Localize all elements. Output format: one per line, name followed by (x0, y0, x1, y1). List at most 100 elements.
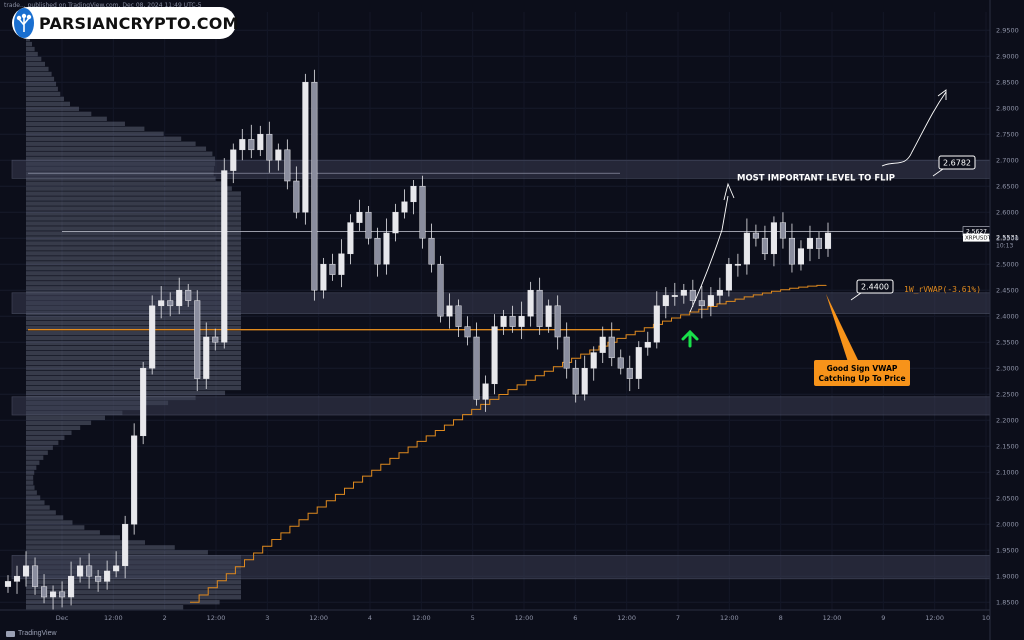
candle-body (122, 523, 129, 567)
price-zone (11, 396, 991, 416)
x-tick-label: 4 (368, 614, 372, 622)
candle-body (536, 289, 543, 327)
volume-profile-bar (26, 261, 241, 266)
x-tick-label: 7 (676, 614, 680, 622)
candle-body (500, 315, 507, 327)
volume-profile-bar (26, 86, 58, 92)
candle-body (95, 575, 102, 582)
candle-body (230, 149, 237, 171)
candle-body (563, 336, 570, 369)
candle-body (428, 237, 435, 265)
x-tick-label: Dec (56, 614, 69, 622)
x-tick-label: 12:00 (412, 614, 431, 622)
volume-profile-bar (26, 520, 73, 525)
candle-body (419, 185, 426, 239)
volume-profile-bar (26, 430, 72, 435)
y-tick-label: 2.7500 (996, 131, 1019, 139)
volume-profile-bar (26, 455, 44, 460)
volume-profile-bar (26, 585, 241, 590)
candle-body (464, 326, 471, 338)
candle-body (68, 575, 75, 598)
volume-profile-bar (26, 56, 42, 62)
volume-profile-bar (26, 360, 241, 366)
volume-profile-bar (26, 530, 100, 535)
y-tick-label: 2.5500 (996, 235, 1019, 243)
x-tick-label: 12:00 (823, 614, 842, 622)
projection-curve-2 (881, 91, 947, 167)
volume-profile-bar (26, 550, 208, 555)
volume-profile-bar (26, 420, 92, 426)
volume-profile-bar (26, 470, 35, 475)
volume-profile-bar (26, 380, 241, 386)
candle-body (239, 139, 246, 151)
y-tick-label: 2.0000 (996, 521, 1019, 529)
candle-body (50, 591, 57, 598)
volume-profile-bar (26, 460, 40, 465)
brand-name: PARSIANCRYPTO.COM (39, 13, 239, 33)
candle-body (473, 336, 480, 400)
volume-profile-bar (26, 475, 34, 480)
volume-profile-bar (26, 540, 146, 545)
candle-body (31, 565, 39, 587)
volume-profile-bar (26, 605, 184, 610)
support-resistance-zones (11, 159, 991, 580)
volume-profile-bar (26, 111, 92, 117)
volume-profile-bar (26, 350, 241, 356)
candle-body (788, 237, 795, 265)
volume-profile-bar (26, 286, 241, 291)
callout-pointer (826, 294, 858, 362)
x-tick-label: 8 (779, 614, 783, 622)
y-tick-label: 2.6500 (996, 183, 1019, 191)
volume-profile-bar (26, 335, 241, 341)
candle-body (22, 565, 30, 577)
candle-body (824, 232, 832, 249)
candle-body (59, 591, 66, 598)
volume-profile-bar (26, 41, 32, 47)
candle-body (608, 336, 615, 359)
candle-body (338, 253, 345, 275)
candle-body (221, 170, 228, 343)
candle-body (248, 139, 255, 151)
y-tick-label: 2.9000 (996, 53, 1019, 61)
volume-profile-bar (26, 66, 49, 72)
candle-body (167, 300, 174, 307)
y-tick-label: 2.3000 (996, 365, 1019, 373)
volume-profile-bar (26, 36, 30, 42)
candle-body (347, 222, 354, 255)
volume-profile-bar (26, 435, 65, 440)
candle-body (77, 565, 84, 577)
candle-body (734, 263, 741, 266)
candle-body (698, 300, 705, 307)
candle-body (761, 237, 768, 255)
volume-profile-bar (26, 355, 241, 361)
x-tick-label: 9 (881, 614, 885, 622)
volume-profile-bar (26, 320, 241, 326)
candle-body (4, 581, 12, 587)
volume-profile-bar (26, 465, 37, 470)
y-tick-label: 2.1500 (996, 443, 1019, 451)
candle-body (680, 289, 687, 296)
countdown-text: 10:13 (996, 243, 1013, 250)
candle-body (545, 305, 552, 327)
y-tick-label: 2.8500 (996, 79, 1019, 87)
x-tick-label: 12:00 (207, 614, 226, 622)
candle-body (383, 232, 390, 265)
candle-body (527, 289, 534, 317)
candle-body (797, 248, 805, 265)
candle-body (743, 232, 750, 265)
candle-body (491, 326, 498, 385)
candle-body (509, 315, 516, 327)
volume-profile-bar (26, 226, 241, 231)
volume-profile-bar (26, 315, 241, 321)
volume-profile-bar (26, 480, 34, 485)
y-tick-label: 2.8000 (996, 105, 1019, 113)
volume-profile-bar (26, 525, 85, 530)
callout-line-2: Catching Up To Price (818, 374, 905, 383)
candle-body (770, 222, 777, 255)
volume-profile-bar (26, 510, 56, 515)
x-tick-label: 12:00 (104, 614, 123, 622)
volume-profile-bar (26, 156, 216, 161)
candle-body (113, 565, 120, 572)
